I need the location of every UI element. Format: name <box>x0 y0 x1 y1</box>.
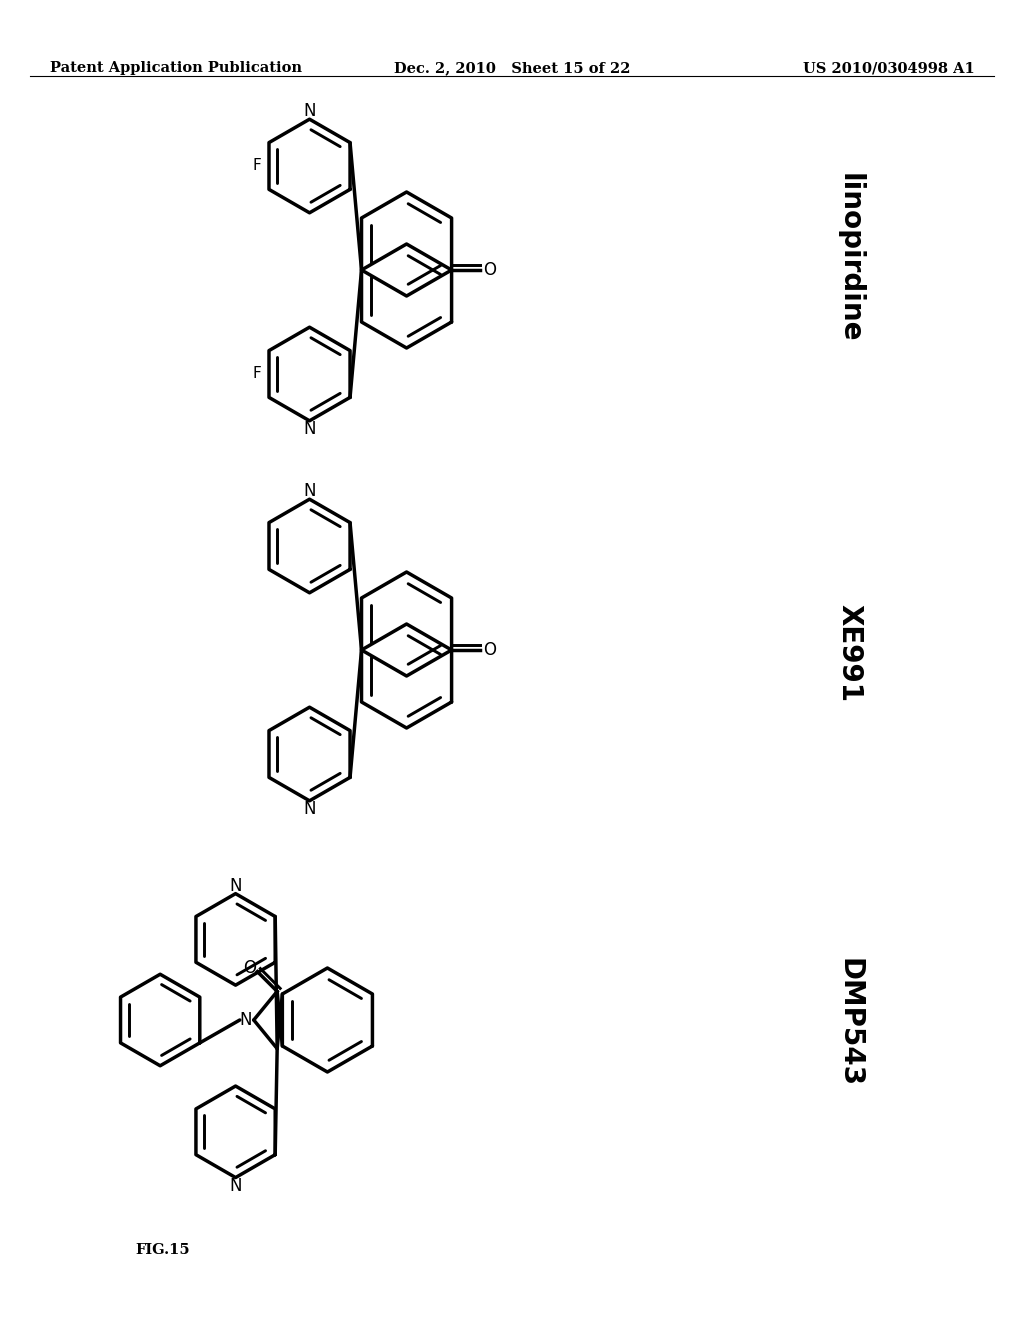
Text: Dec. 2, 2010   Sheet 15 of 22: Dec. 2, 2010 Sheet 15 of 22 <box>394 61 630 75</box>
Text: F: F <box>253 158 261 173</box>
Text: O: O <box>243 958 256 977</box>
Text: Patent Application Publication: Patent Application Publication <box>50 61 302 75</box>
Text: N: N <box>303 420 315 438</box>
Text: O: O <box>483 261 496 279</box>
Text: O: O <box>483 642 496 659</box>
Text: DMP543: DMP543 <box>836 958 864 1088</box>
Text: XE991: XE991 <box>836 605 864 702</box>
Text: FIG.15: FIG.15 <box>135 1243 189 1257</box>
Text: N: N <box>303 800 315 818</box>
Text: N: N <box>303 102 315 120</box>
Text: linopirdine: linopirdine <box>836 173 864 342</box>
Text: F: F <box>253 367 261 381</box>
Text: US 2010/0304998 A1: US 2010/0304998 A1 <box>803 61 975 75</box>
Text: N: N <box>303 482 315 500</box>
Text: N: N <box>240 1011 252 1030</box>
Text: N: N <box>229 1176 242 1195</box>
Text: N: N <box>229 876 242 895</box>
